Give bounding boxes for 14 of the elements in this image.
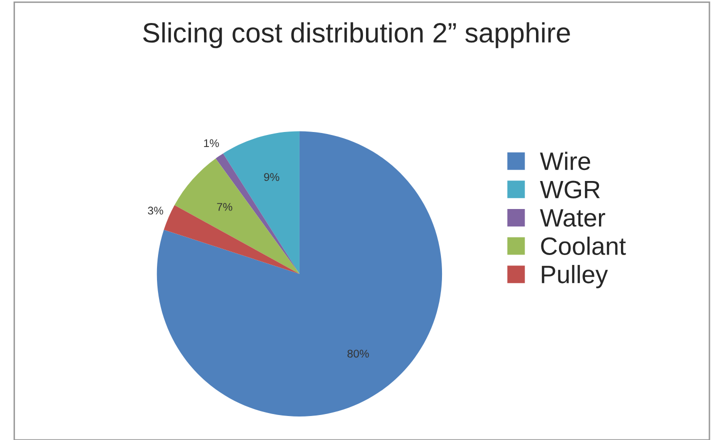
pie-slice (174, 158, 300, 274)
legend-label: WGR (540, 180, 600, 198)
data-label: 7% (217, 203, 232, 211)
legend-label: Wire (540, 152, 590, 170)
data-label: 3% (148, 206, 164, 215)
chart-title: Slicing cost distribution 2” sapphire (143, 22, 570, 48)
legend-label: Coolant (541, 236, 626, 256)
pie-slice (164, 205, 300, 274)
legend-label: Pulley (542, 264, 608, 288)
data-label: 80% (347, 350, 369, 358)
data-label: 1% (204, 139, 219, 148)
pie-slice (216, 153, 300, 274)
data-label: 9% (264, 173, 280, 181)
legend-label: Water (540, 209, 606, 227)
